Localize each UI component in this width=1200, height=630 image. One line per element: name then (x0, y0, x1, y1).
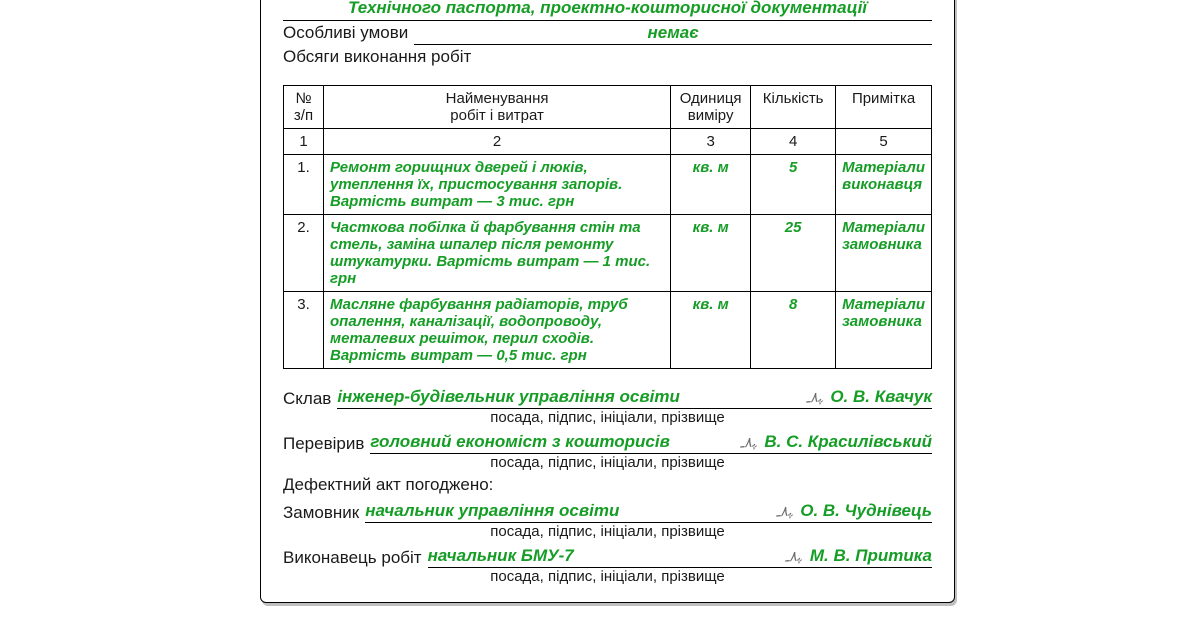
composed-row: Склав інженер-будівельник управління осв… (283, 387, 932, 409)
table-header-row: №з/п Найменування робіт і витрат Одиниця… (284, 86, 932, 129)
works-table: №з/п Найменування робіт і витрат Одиниця… (283, 85, 932, 369)
table-row: 3. Масляне фарбування радіаторів, труб о… (284, 292, 932, 369)
col-header-num: №з/п (284, 86, 324, 129)
composed-label: Склав (283, 389, 331, 409)
customer-position: начальник управління освіти (365, 501, 768, 521)
customer-row: Замовник начальник управління освіти ﮩ٨ـ… (283, 501, 932, 523)
table-row: 1. Ремонт горищних дверей і люків, утепл… (284, 155, 932, 215)
signature-icon: ﮩ٨ـ (739, 434, 757, 452)
checked-label: Перевірив (283, 434, 364, 454)
col-header-note: Примітка (836, 86, 932, 129)
sig-caption: посада, підпис, ініціали, прізвище (283, 568, 932, 585)
checked-name: В. С. Красилівський (764, 432, 932, 452)
special-conditions-row: Особливі умови немає (283, 23, 932, 45)
signature-icon: ﮩ٨ـ (775, 503, 793, 521)
basis-line: Технічного паспорта, проектно-кошторисно… (283, 0, 932, 21)
special-conditions-value: немає (414, 23, 932, 45)
signatures-block: Склав інженер-будівельник управління осв… (283, 387, 932, 585)
sig-caption: посада, підпис, ініціали, прізвище (283, 523, 932, 540)
composed-name: О. В. Квачук (830, 387, 932, 407)
customer-name: О. В. Чуднівець (800, 501, 932, 521)
document-sheet: Технічного паспорта, проектно-кошторисно… (260, 0, 955, 603)
customer-label: Замовник (283, 503, 359, 523)
sig-caption: посада, підпис, ініціали, прізвище (283, 409, 932, 426)
col-header-unit: Одиниця виміру (671, 86, 751, 129)
col-header-name: Найменування робіт і витрат (324, 86, 671, 129)
col-header-qty: Кількість (751, 86, 836, 129)
table-number-row: 1 2 3 4 5 (284, 129, 932, 155)
signature-icon: ﮩ٨ـ (805, 389, 823, 407)
checked-position: головний економіст з кошторисів (370, 432, 732, 452)
contractor-name: М. В. Притика (810, 546, 932, 566)
special-conditions-label: Особливі умови (283, 23, 408, 43)
sig-caption: посада, підпис, ініціали, прізвище (283, 454, 932, 471)
composed-position: інженер-будівельник управління освіти (337, 387, 798, 407)
contractor-position: начальник БМУ-7 (428, 546, 778, 566)
contractor-label: Виконавець робіт (283, 548, 422, 568)
scope-label: Обсяги виконання робіт (283, 47, 932, 67)
table-body: 1. Ремонт горищних дверей і люків, утепл… (284, 155, 932, 369)
contractor-row: Виконавець робіт начальник БМУ-7 ﮩ٨ـ М. … (283, 546, 932, 568)
checked-row: Перевірив головний економіст з кошторисі… (283, 432, 932, 454)
table-row: 2. Часткова побілка й фарбування стін та… (284, 215, 932, 292)
signature-icon: ﮩ٨ـ (785, 548, 803, 566)
agreed-label: Дефектний акт погоджено: (283, 475, 932, 495)
